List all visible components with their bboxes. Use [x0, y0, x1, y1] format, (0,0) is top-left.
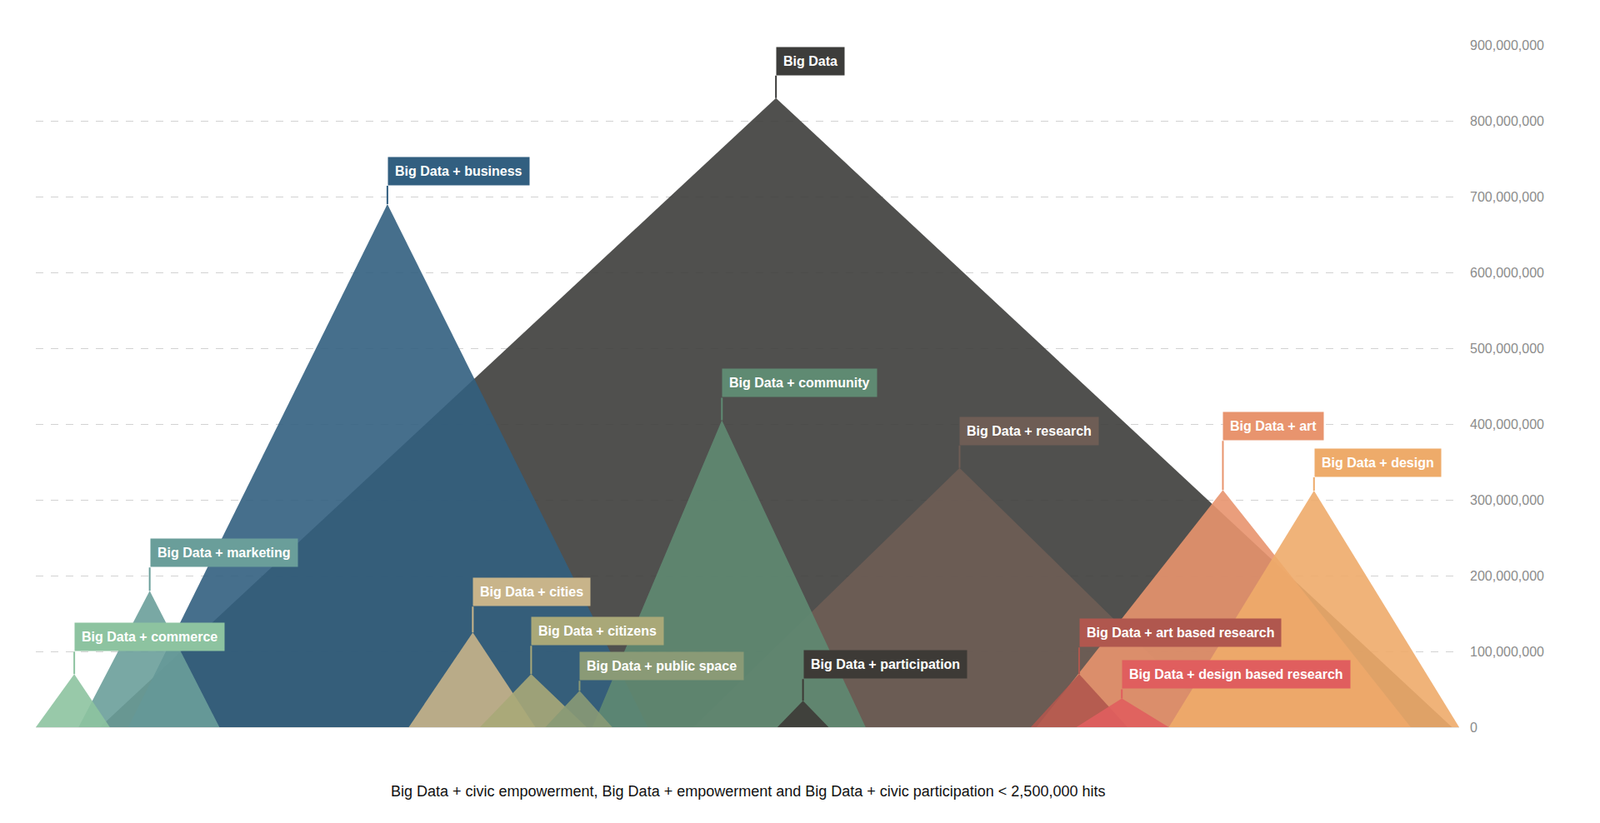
- svg-text:Big Data + public space: Big Data + public space: [586, 659, 737, 674]
- svg-text:100,000,000: 100,000,000: [1470, 645, 1545, 660]
- svg-text:900,000,000: 900,000,000: [1470, 38, 1545, 53]
- svg-text:Big Data + participation: Big Data + participation: [810, 657, 960, 672]
- svg-text:600,000,000: 600,000,000: [1470, 265, 1545, 280]
- svg-text:0: 0: [1470, 720, 1478, 735]
- svg-text:Big Data + cities: Big Data + cities: [480, 585, 584, 600]
- svg-text:Big Data + art: Big Data + art: [1230, 419, 1317, 434]
- svg-text:Big Data + citizens: Big Data + citizens: [538, 624, 657, 639]
- svg-text:Big Data + commerce: Big Data + commerce: [81, 630, 218, 645]
- svg-text:Big Data + business: Big Data + business: [395, 164, 523, 179]
- svg-text:200,000,000: 200,000,000: [1470, 569, 1545, 584]
- svg-text:700,000,000: 700,000,000: [1470, 190, 1545, 205]
- svg-text:Big Data + civic empowerment,: Big Data + civic empowerment, Big Data +…: [390, 783, 1105, 800]
- svg-text:Big Data + art based research: Big Data + art based research: [1086, 625, 1275, 640]
- svg-text:Big Data + design based resear: Big Data + design based research: [1129, 667, 1344, 682]
- svg-text:Big Data + research: Big Data + research: [966, 424, 1092, 439]
- svg-text:Big Data + community: Big Data + community: [729, 375, 870, 390]
- svg-text:300,000,000: 300,000,000: [1470, 493, 1545, 508]
- svg-text:400,000,000: 400,000,000: [1470, 417, 1545, 432]
- svg-text:800,000,000: 800,000,000: [1470, 114, 1545, 129]
- svg-text:Big Data + marketing: Big Data + marketing: [157, 545, 291, 560]
- svg-text:500,000,000: 500,000,000: [1470, 341, 1545, 356]
- svg-text:Big Data + design: Big Data + design: [1321, 455, 1435, 470]
- svg-text:Big Data: Big Data: [783, 54, 838, 69]
